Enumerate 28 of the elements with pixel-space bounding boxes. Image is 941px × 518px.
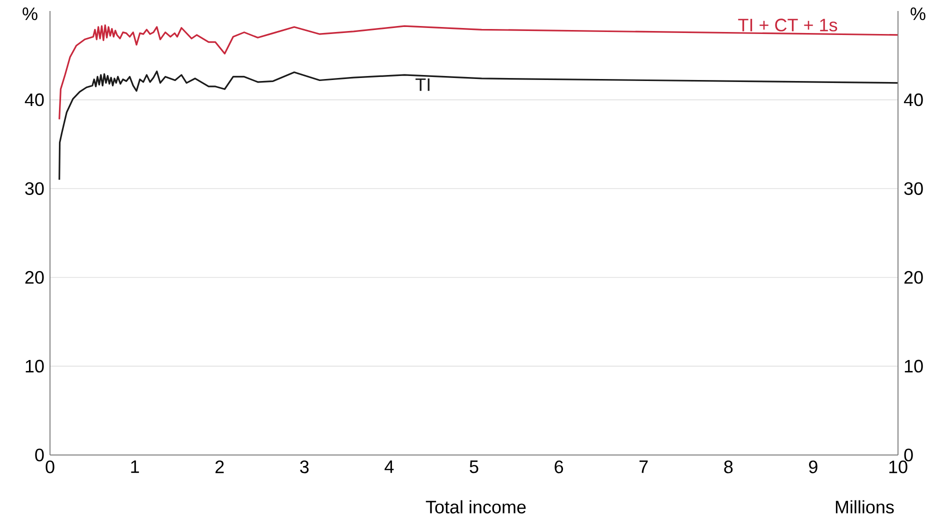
x-tick-label: 2 — [216, 460, 224, 474]
x-tick-label: 1 — [131, 460, 139, 473]
y2-axis-title: % — [910, 8, 926, 20]
x-tick-label: 8 — [724, 460, 733, 474]
y2-tick-label: 20 — [904, 271, 923, 284]
series-label: TI + CT + 1s — [738, 18, 838, 32]
x-tick-label: 5 — [470, 460, 478, 474]
y-tick-label: 0 — [35, 448, 44, 462]
series-label: TI — [416, 78, 430, 91]
x-tick-label: 3 — [300, 460, 309, 474]
x-tick-label: 4 — [384, 460, 394, 473]
x-tick-label: 0 — [46, 460, 54, 474]
y-tick-label: 10 — [26, 360, 44, 373]
y-axis-title: % — [22, 8, 38, 20]
x-tick-label: 7 — [640, 460, 648, 473]
text: Millions — [836, 500, 894, 514]
x-tick-label: 6 — [554, 460, 564, 474]
y-tick-label: 40 — [24, 93, 44, 106]
x-axis-title: Total income — [426, 500, 526, 514]
y-tick-label: 20 — [25, 271, 44, 284]
line-series — [58, 70, 898, 181]
y-tick-label: 30 — [25, 182, 44, 195]
x-tick-label: 9 — [809, 460, 818, 474]
y2-tick-label: 30 — [904, 182, 923, 195]
y2-tick-label: 10 — [904, 360, 923, 373]
y2-tick-label: 0 — [904, 448, 913, 462]
y2-tick-label: 40 — [904, 93, 923, 106]
x-tick-label: 10 — [889, 460, 908, 474]
